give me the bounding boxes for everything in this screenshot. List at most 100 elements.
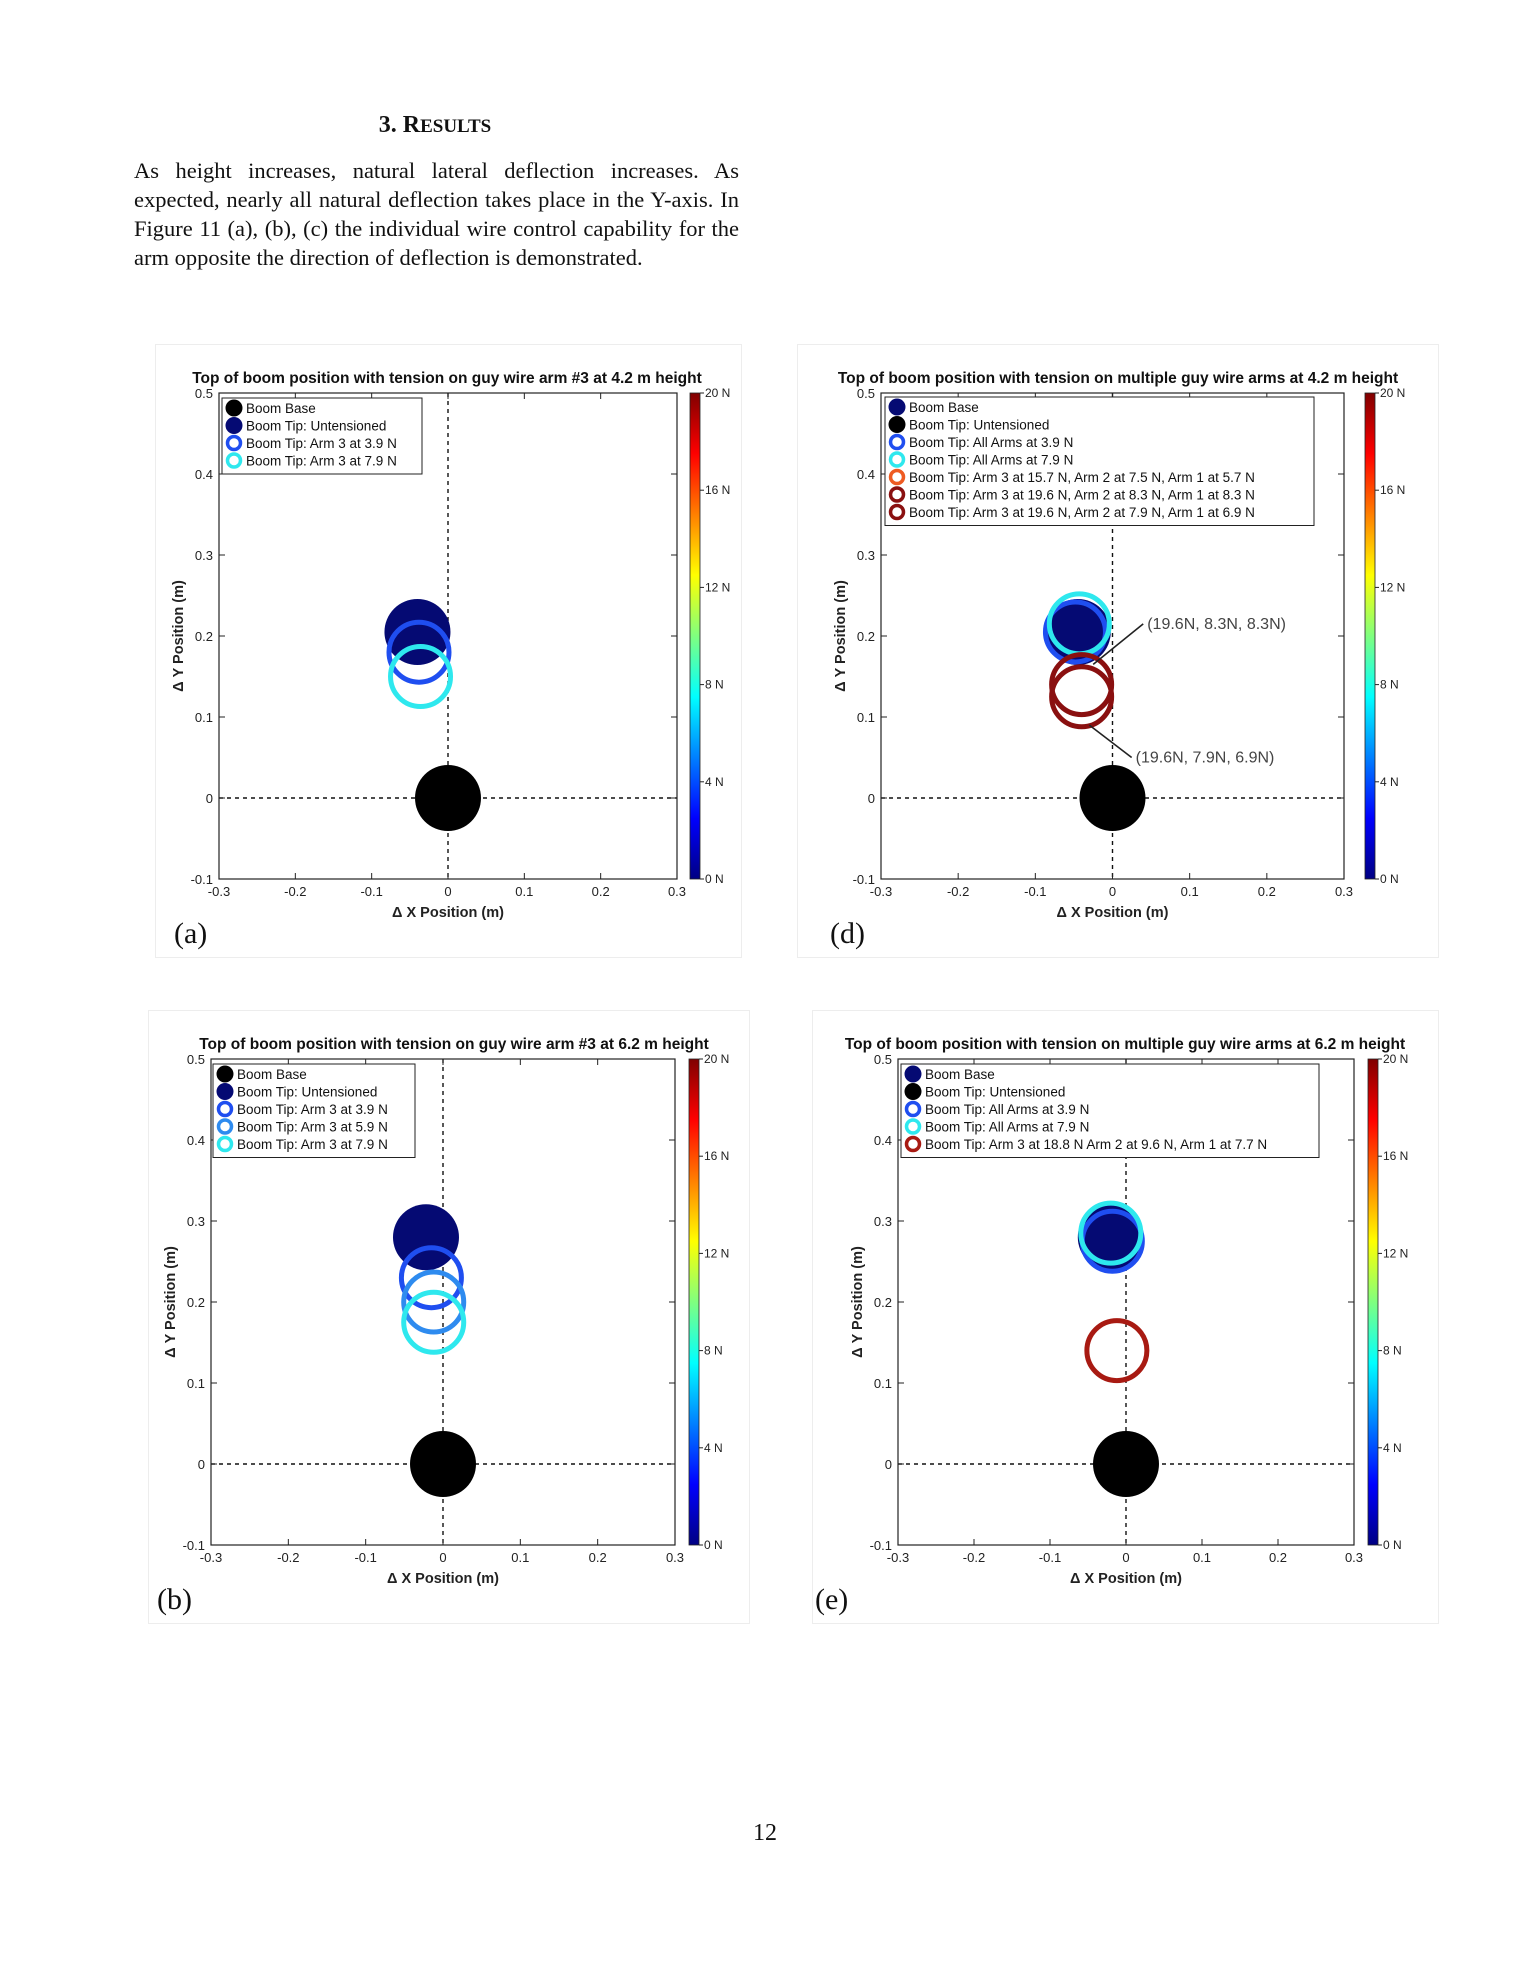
page-number: 12: [753, 1820, 777, 1846]
x-tick-label: -0.1: [1024, 884, 1046, 899]
legend-label: Boom Tip: Arm 3 at 19.6 N, Arm 2 at 8.3 …: [909, 488, 1255, 503]
colorbar: [1364, 392, 1376, 880]
y-axis-label: Δ Y Position (m): [850, 1246, 866, 1358]
colorbar-tick-label: 8 N: [1380, 678, 1399, 692]
x-tick-label: 0.1: [1181, 884, 1199, 899]
chart-d: Top of boom position with tension on mul…: [833, 370, 1405, 921]
x-tick-label: -0.2: [947, 884, 969, 899]
legend-marker: [888, 486, 906, 503]
y-tick-label: 0.3: [195, 548, 213, 563]
legend-marker: [888, 503, 906, 521]
x-tick-label: 0.2: [592, 884, 610, 899]
y-tick-label: 0.4: [187, 1133, 205, 1148]
data-point: [392, 1204, 459, 1271]
colorbar-tick-label: 20 N: [1380, 386, 1405, 400]
legend: Boom Base Boom Tip: Untensioned Boom Tip: …: [221, 397, 423, 475]
colorbar-tick-label: 4 N: [704, 1441, 723, 1455]
legend: Boom Base Boom Tip: Untensioned Boom Tip: …: [900, 1063, 1320, 1158]
data-point: [1084, 1318, 1150, 1384]
figure-panel-e: Top of boom position with tension on mul…: [812, 1010, 1439, 1624]
annotation-label: (19.6N, 7.9N, 6.9N): [1136, 750, 1275, 767]
legend-label: Boom Tip: All Arms at 7.9 N: [925, 1120, 1089, 1135]
x-tick-label: 0.3: [668, 884, 686, 899]
data-point: [1079, 765, 1146, 831]
y-tick-label: 0.2: [195, 629, 213, 644]
colorbar-tick-label: 16 N: [705, 483, 730, 497]
x-tick-label: 0: [1122, 1550, 1129, 1565]
legend-label: Boom Tip: Untensioned: [909, 418, 1049, 433]
chart-title: Top of boom position with tension on mul…: [838, 370, 1398, 387]
data-point: [398, 1245, 464, 1311]
figure-panel-d: Top of boom position with tension on mul…: [797, 344, 1439, 958]
y-tick-label: 0.3: [857, 548, 875, 563]
colorbar: [1367, 1058, 1379, 1546]
annotation-label: (19.6N, 8.3N, 8.3N): [1147, 616, 1286, 633]
colorbar-tick-label: 8 N: [705, 678, 724, 692]
chart-a: Top of boom position with tension on guy…: [171, 370, 730, 921]
legend-label: Boom Tip: All Arms at 3.9 N: [909, 435, 1073, 450]
annotation-line: [1092, 623, 1144, 665]
y-tick-label: 0.2: [874, 1295, 892, 1310]
section-heading: 3. RESULTS: [130, 112, 740, 139]
colorbar-tick-label: 12 N: [1383, 1246, 1408, 1260]
legend: Boom Base Boom Tip: Untensioned Boom Tip: …: [212, 1063, 416, 1158]
legend-label: Boom Tip: Untensioned: [237, 1085, 377, 1100]
panel-label-d: (d): [830, 917, 865, 950]
data-point: [1049, 664, 1115, 730]
colorbar-tick-label: 4 N: [1383, 1441, 1402, 1455]
legend-marker: [225, 452, 243, 469]
x-tick-label: -0.3: [200, 1550, 222, 1565]
legend-label: Boom Tip: Untensioned: [246, 419, 386, 434]
y-tick-label: 0.1: [857, 710, 875, 725]
legend-marker: [216, 1065, 234, 1083]
y-axis-label: Δ Y Position (m): [833, 580, 849, 692]
x-tick-label: 0.1: [511, 1550, 529, 1565]
x-tick-label: 0.1: [1193, 1550, 1211, 1565]
y-tick-label: 0.1: [187, 1376, 205, 1391]
chart-title: Top of boom position with tension on guy…: [199, 1036, 709, 1053]
x-tick-label: 0.2: [1269, 1550, 1287, 1565]
legend-marker: [904, 1083, 922, 1100]
annotation-line: [1088, 724, 1133, 759]
x-axis-label: Δ X Position (m): [392, 905, 504, 921]
legend-marker: [904, 1065, 922, 1083]
figure-panel-b: Top of boom position with tension on guy…: [148, 1010, 750, 1624]
legend-label: Boom Tip: Arm 3 at 19.6 N, Arm 2 at 7.9 …: [909, 505, 1255, 520]
colorbar-tick-label: 12 N: [1380, 580, 1405, 594]
chart-e: Top of boom position with tension on mul…: [845, 1036, 1409, 1587]
data-point: [401, 1269, 467, 1335]
y-tick-label: 0.5: [857, 386, 875, 401]
legend-marker: [216, 1083, 234, 1100]
x-tick-label: -0.3: [208, 884, 230, 899]
y-axis-label: Δ Y Position (m): [171, 580, 187, 692]
x-tick-label: 0: [1109, 884, 1116, 899]
panel-label-b: (b): [157, 1583, 192, 1616]
figure-panel-a: Top of boom position with tension on guy…: [155, 344, 742, 958]
data-point: [401, 1289, 467, 1355]
x-tick-label: 0.3: [666, 1550, 684, 1565]
section-title: RESULTS: [402, 112, 492, 138]
legend-marker: [904, 1100, 922, 1118]
data-point: [1093, 1431, 1159, 1497]
legend-marker: [888, 416, 906, 433]
colorbar-tick-label: 4 N: [1380, 775, 1399, 789]
y-tick-label: 0.2: [857, 629, 875, 644]
legend-marker: [216, 1135, 234, 1153]
chart-title: Top of boom position with tension on guy…: [192, 370, 702, 387]
colorbar-tick-label: 20 N: [704, 1052, 729, 1066]
colorbar-tick-label: 0 N: [1380, 872, 1399, 886]
legend-marker: [904, 1135, 922, 1153]
colorbar-tick-label: 0 N: [705, 872, 724, 886]
x-tick-label: -0.3: [870, 884, 892, 899]
legend-label: Boom Tip: All Arms at 3.9 N: [925, 1102, 1089, 1117]
legend-label: Boom Base: [909, 400, 979, 415]
legend-marker: [888, 398, 906, 416]
legend-marker: [225, 417, 243, 434]
y-tick-label: -0.1: [191, 872, 213, 887]
legend-box: [884, 396, 1315, 526]
section-number: 3.: [378, 112, 397, 138]
chart-title: Top of boom position with tension on mul…: [845, 1036, 1405, 1053]
y-tick-label: 0: [885, 1457, 892, 1472]
legend-marker: [225, 434, 243, 452]
y-tick-label: 0: [868, 791, 875, 806]
